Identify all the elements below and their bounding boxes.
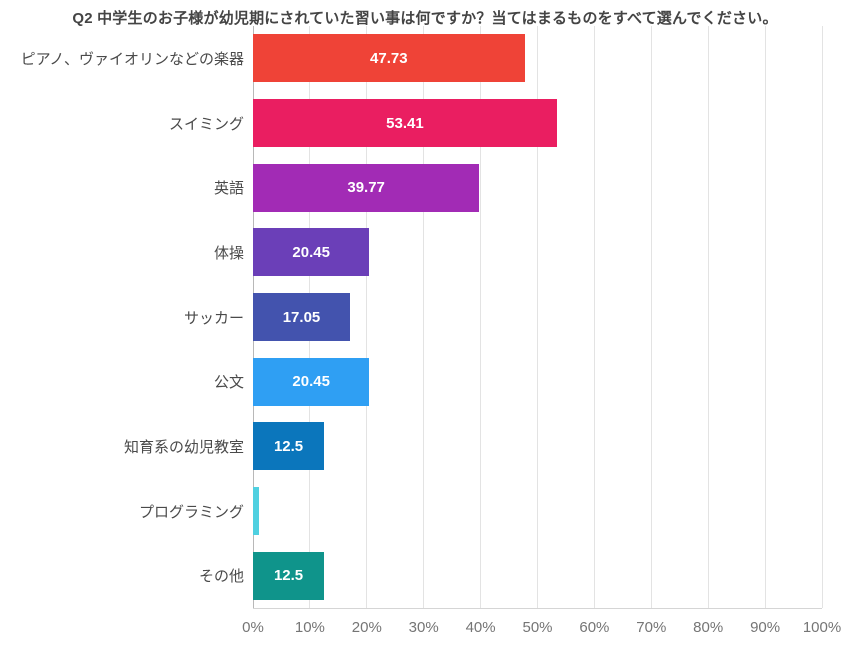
bar-value-label: 39.77 <box>347 179 385 197</box>
category-label: 体操 <box>213 244 244 262</box>
x-tick-label: 40% <box>465 619 496 636</box>
plot-area: 47.73 53.41 39.77 20.45 17.05 20.45 12.5 12.5 <box>252 26 823 609</box>
bar-row: 53.41 <box>253 91 822 156</box>
bar-row: 20.45 <box>253 220 822 285</box>
bar-value-label: 17.05 <box>282 308 321 326</box>
category-label: プログラミング <box>138 503 244 521</box>
bar: 53.41 <box>253 99 557 147</box>
gridline <box>764 26 766 608</box>
category-label: 英語 <box>213 180 244 198</box>
bar-row: 12.5 <box>253 543 822 608</box>
x-tick-label: 0% <box>242 619 264 636</box>
bar-value-label: 12.5 <box>273 567 304 585</box>
gridline <box>480 26 482 608</box>
gridline <box>366 26 368 608</box>
gridline <box>650 26 652 608</box>
category-label: 公文 <box>213 374 244 392</box>
bar-row: 47.73 <box>253 26 822 91</box>
category-label: スイミング <box>168 115 244 133</box>
bar: 17.05 <box>253 293 350 342</box>
x-tick-label: 50% <box>522 619 553 636</box>
bar-row: 17.05 <box>253 285 822 350</box>
bar-row: 39.77 <box>253 155 822 220</box>
x-tick-label: 70% <box>636 619 667 636</box>
bar-value-label: 47.73 <box>370 49 408 67</box>
bar-chart: ピアノ、ヴァイオリンなどの楽器スイミング英語体操サッカー公文知育系の幼児教室プロ… <box>0 26 850 636</box>
chart-title: Q2 中学生のお子様が幼児期にされていた習い事は何ですか？当てはまるものをすべて… <box>72 10 778 27</box>
gridline <box>537 26 538 608</box>
x-tick-label: 30% <box>408 619 439 636</box>
category-label: サッカー <box>183 309 244 327</box>
gridline <box>423 26 425 608</box>
bar-value-label: 20.45 <box>292 243 330 261</box>
bar: 12.5 <box>253 422 325 471</box>
x-tick-label: 20% <box>351 619 382 636</box>
y-axis-labels: ピアノ、ヴァイオリンなどの楽器スイミング英語体操サッカー公文知育系の幼児教室プロ… <box>0 26 253 608</box>
category-label: ピアノ、ヴァイオリンなどの楽器 <box>20 50 244 68</box>
bar: 20.45 <box>253 357 370 406</box>
bar-value-label: 12.5 <box>273 437 304 455</box>
bar-row <box>253 479 822 544</box>
x-tick-label: 10% <box>294 619 325 636</box>
gridline <box>593 26 595 608</box>
bar <box>253 487 260 536</box>
bar: 47.73 <box>253 34 525 83</box>
x-axis-labels: 0% 10% 20% 30% 40% 50% 60% 70% 80% 90% 100% <box>242 609 841 639</box>
bar-row: 20.45 <box>253 349 822 414</box>
bar-value-label: 20.45 <box>292 373 330 391</box>
bar: 20.45 <box>253 228 370 277</box>
gridline <box>707 26 709 608</box>
x-tick-label: 60% <box>579 619 610 636</box>
bar-rows: 47.73 53.41 39.77 20.45 17.05 20.45 12.5 12.5 <box>253 26 822 608</box>
bar: 39.77 <box>253 163 480 212</box>
x-tick-label: 90% <box>750 619 781 636</box>
x-tick-label: 80% <box>693 619 724 636</box>
bar: 12.5 <box>253 551 325 600</box>
bar-row: 12.5 <box>253 414 822 479</box>
category-label: その他 <box>198 568 244 586</box>
category-label: 知育系の幼児教室 <box>123 438 244 456</box>
x-tick-label: 100% <box>802 619 842 636</box>
bar-value-label: 53.41 <box>386 114 424 132</box>
gridline <box>821 26 823 608</box>
